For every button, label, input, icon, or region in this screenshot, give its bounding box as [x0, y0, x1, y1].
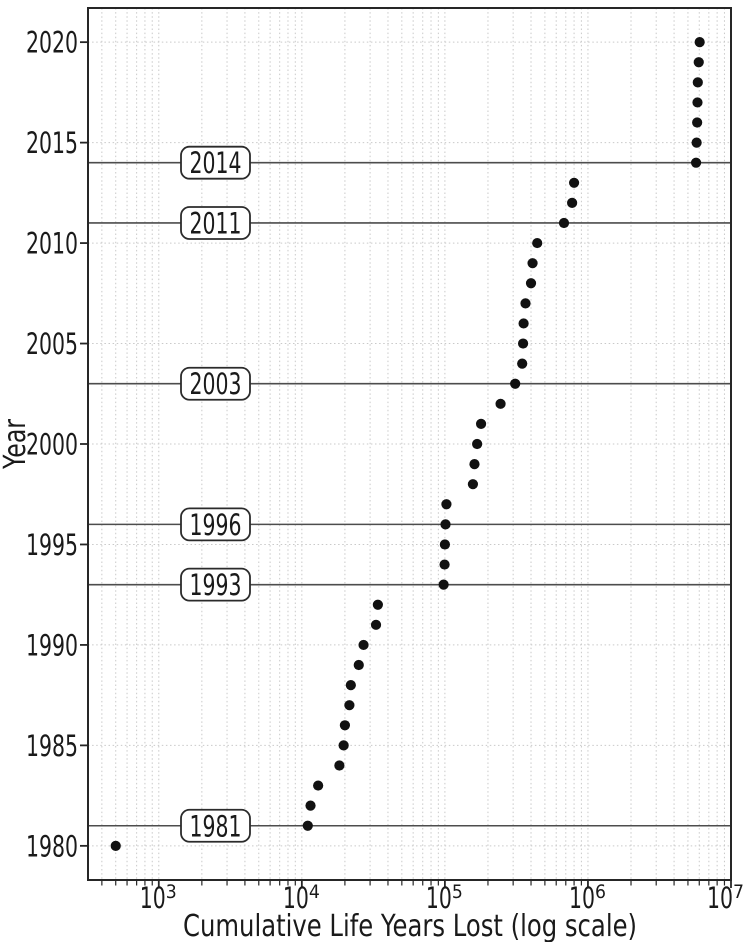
annotation-label-box	[180, 206, 251, 240]
data-point	[110, 840, 121, 851]
data-point	[694, 37, 705, 48]
annotation-label: 2003	[190, 367, 242, 401]
data-point	[527, 258, 538, 269]
x-tick-exponent: 7	[733, 881, 744, 903]
y-tick-label: 2020	[26, 26, 78, 60]
data-point	[558, 217, 570, 229]
data-point	[510, 378, 521, 389]
data-point	[344, 700, 355, 711]
data-point	[438, 579, 449, 590]
data-point	[525, 278, 537, 289]
annotation-lines: 1981 1993 1996 2003 2011 2014	[88, 145, 731, 843]
data-point	[517, 358, 528, 369]
data-point	[338, 740, 349, 751]
annotation-label: 1981	[190, 809, 242, 843]
x-tick-label: 10	[426, 881, 452, 915]
y-tick-label: 1985	[26, 729, 78, 763]
data-point	[472, 438, 483, 450]
annotation-label: 2014	[190, 146, 242, 180]
gridlines	[88, 8, 732, 880]
data-point	[690, 157, 702, 168]
data-point	[439, 559, 450, 570]
data-point	[440, 519, 451, 530]
data-point	[517, 338, 529, 349]
data-point	[353, 659, 364, 671]
data-point	[518, 318, 529, 329]
data-point	[693, 57, 704, 68]
tick-labels: 10 3 10 4 10 5 10 6 10 71980198519901995200020052…	[26, 26, 744, 915]
x-tick-exponent: 3	[166, 881, 177, 903]
annotation-label: 2011	[190, 206, 242, 240]
data-point	[305, 800, 316, 811]
data-point	[520, 298, 531, 309]
annotation-label: 1993	[190, 568, 242, 602]
annotation-label-box	[180, 507, 251, 542]
data-point	[313, 780, 324, 791]
plot-border	[87, 7, 732, 881]
annotation-label: 1996	[190, 508, 242, 542]
data-point	[302, 820, 313, 831]
x-tick-exponent: 4	[309, 881, 320, 903]
data-point	[469, 458, 480, 470]
data-point	[339, 720, 351, 731]
data-point	[692, 97, 703, 108]
data-point	[495, 398, 506, 409]
data-point	[691, 137, 702, 148]
x-tick-label: 10	[283, 881, 309, 915]
data-point	[358, 639, 369, 651]
data-point	[568, 177, 580, 188]
data-point	[467, 479, 479, 490]
data-point	[441, 499, 452, 510]
y-tick-label: 2015	[26, 126, 78, 160]
annotation-label-box	[180, 567, 251, 602]
x-tick-label: 10	[707, 881, 733, 915]
x-tick-label: 10	[569, 881, 595, 915]
annotation-label-box	[180, 145, 251, 180]
y-axis-label: Year	[0, 418, 33, 469]
y-tick-label: 1995	[26, 528, 78, 562]
x-tick-exponent: 5	[452, 881, 463, 903]
data-point	[532, 237, 543, 249]
data-point	[475, 418, 487, 430]
data-point	[345, 680, 356, 691]
x-tick-exponent: 6	[595, 881, 606, 903]
data-points	[110, 37, 705, 851]
data-point	[692, 77, 703, 88]
data-point	[692, 117, 703, 128]
data-point	[334, 760, 345, 771]
data-point	[439, 539, 450, 550]
data-point	[567, 197, 578, 208]
y-tick-label: 1990	[26, 628, 78, 662]
y-tick-label: 2000	[26, 428, 78, 462]
data-point	[372, 599, 383, 610]
annotation-label-box	[180, 366, 251, 401]
y-tick-label: 2005	[26, 327, 78, 361]
axis-ticks	[80, 41, 732, 888]
y-tick-label: 2010	[26, 227, 78, 261]
y-tick-label: 1980	[26, 829, 78, 863]
x-tick-label: 10	[140, 881, 166, 915]
x-axis-label: Cumulative Life Years Lost (log scale)	[183, 909, 637, 942]
annotation-label-box	[180, 808, 251, 843]
data-point	[370, 619, 382, 630]
